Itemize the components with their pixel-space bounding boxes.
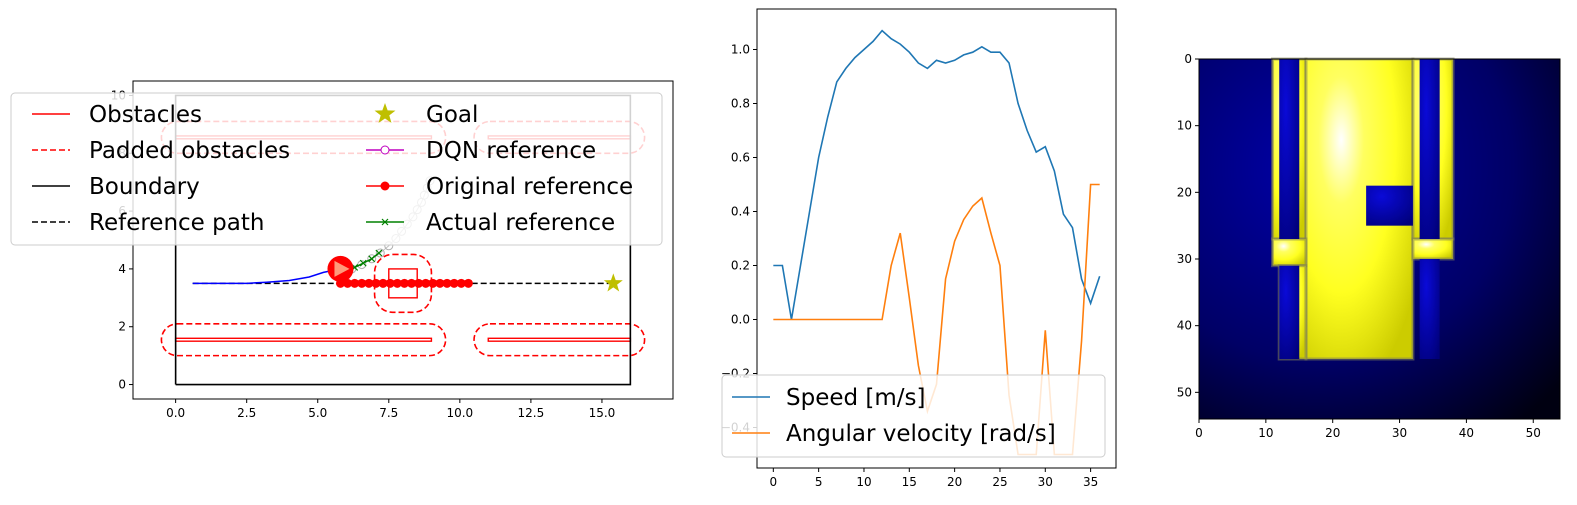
occupied-region-7 [1419,59,1440,239]
y-tick-label: 0.2 [731,259,750,273]
free-region-3 [1271,237,1308,268]
x-tick-label: 30 [1038,475,1053,489]
original-reference-point [371,278,381,288]
obstacle-0 [174,337,433,342]
image-panel: 0 10 20 30 40 50 0 10 20 30 40 50 [1177,52,1561,440]
x-tick-label: 2.5 [237,406,256,420]
x-tick-label: 20 [1325,426,1340,440]
original-reference-point [463,278,473,288]
occupied-region-10 [1366,185,1413,226]
actual-reference-point [359,259,367,267]
robot-heading [334,260,350,277]
image-axes-frame [1198,58,1561,420]
original-reference-point [407,278,417,288]
series-line-0 [773,29,1101,320]
original-reference-point [392,278,402,288]
legend-handle [381,218,389,226]
map-legend: Obstacles Goal Padded obstacles DQN referen… [10,92,663,246]
legend-label: Actual reference [426,210,615,236]
x-tick-label: 5.0 [308,406,327,420]
y-tick-label: 0.4 [731,205,750,219]
occupied-region-9 [1419,259,1440,359]
y-tick-label: 0 [118,378,126,392]
x-tick-label: 15.0 [589,406,616,420]
original-reference-point [350,278,360,288]
trajectory-line [192,268,341,285]
x-tick-label: 7.5 [379,406,398,420]
speed-axes-frame [756,8,1117,469]
x-tick-label: 25 [992,475,1007,489]
legend-label: Speed [m/s] [786,385,926,411]
y-tick-label: 4 [118,262,126,276]
original-reference-point [414,278,424,288]
x-tick-label: 0 [1195,426,1203,440]
legend-label: Angular velocity [rad/s] [786,421,1056,447]
original-reference-point [421,278,431,288]
y-tick-label: 1.0 [731,43,750,57]
original-reference-point [442,278,452,288]
original-reference-point [399,278,409,288]
original-reference-point [449,278,459,288]
legend-label: Goal [426,102,478,128]
padded-obstacle-0 [160,323,447,357]
x-tick-label: 10 [856,475,871,489]
speed-panel: 05101520253035−0.4−0.20.00.20.40.60.81.0… [721,8,1117,489]
legend-label: Boundary [89,174,200,200]
goal-marker [603,273,623,292]
original-reference-point [456,278,466,288]
speed-legend: Speed [m/s] Angular velocity [rad/s] [721,374,1106,458]
legend-box [10,92,663,246]
x-tick-label: 12.5 [518,406,545,420]
x-tick-label: 15 [902,475,917,489]
y-tick-label: 0.8 [731,97,750,111]
legend-label: Padded obstacles [89,138,290,164]
original-reference-point [364,278,374,288]
map-panel: 0.02.55.07.510.012.515.00246810 Obstacle… [10,80,674,420]
original-reference-point [357,278,367,288]
legend-handle [380,181,390,191]
original-reference-point [343,278,353,288]
occupied-region-8 [1279,265,1300,359]
dqn-reference-point [375,248,385,258]
legend-handle [374,103,396,123]
padded-obstacle-1 [473,323,646,357]
y-tick-label: 0.6 [731,151,750,165]
x-tick-label: 35 [1083,475,1098,489]
original-reference-point [378,278,388,288]
free-region-5 [1411,237,1455,261]
actual-reference-point [375,249,383,257]
x-tick-label: 10 [1258,426,1273,440]
x-tick-label: 40 [1459,426,1474,440]
legend-label: Reference path [89,210,264,236]
y-tick-label: 0.0 [731,313,750,327]
x-tick-label: 0 [769,475,777,489]
occupied-region-6 [1279,59,1300,239]
y-tick-label: 10 [1177,119,1192,133]
y-tick-label: 40 [1177,319,1192,333]
y-tick-label: 30 [1177,252,1192,266]
y-tick-label: 20 [1177,185,1192,199]
x-tick-label: 50 [1526,426,1541,440]
legend-label: DQN reference [426,138,596,164]
x-tick-label: 0.0 [166,406,185,420]
dqn-reference-point [367,254,377,264]
x-tick-label: 30 [1392,426,1407,440]
y-tick-label: 50 [1177,385,1192,399]
original-reference-point [428,278,438,288]
y-tick-label: 0 [1184,52,1192,66]
obstacle-1 [487,337,632,342]
x-tick-label: 20 [947,475,962,489]
x-tick-label: 5 [815,475,823,489]
actual-reference-point [368,255,376,263]
original-reference-point [385,278,395,288]
legend-box [721,374,1106,458]
x-tick-label: 10.0 [446,406,473,420]
legend-label: Obstacles [89,102,202,128]
legend-label: Original reference [426,174,633,200]
y-tick-label: 2 [118,320,126,334]
legend-handle [380,145,390,155]
original-reference-point [435,278,445,288]
